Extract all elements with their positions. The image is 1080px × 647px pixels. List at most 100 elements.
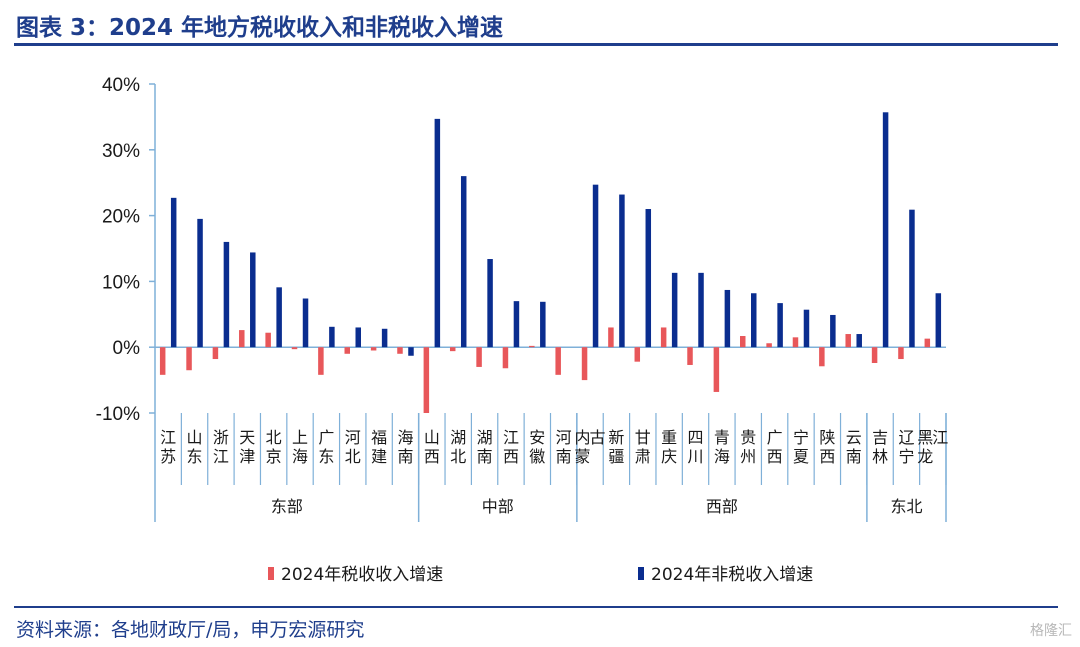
- tax-growth-bar: [845, 334, 851, 348]
- category-label: 河北: [345, 428, 361, 466]
- category-label-char: 河: [345, 428, 361, 447]
- tax-growth-bar: [660, 327, 667, 348]
- tax-growth-bar: [634, 347, 641, 362]
- tax-growth-bar: [318, 347, 324, 375]
- category-label: 广东: [318, 428, 334, 466]
- nontax-growth-bar: [170, 197, 177, 348]
- category-label: 甘肃: [635, 428, 651, 466]
- chart-title: 图表 3：2024 年地方税收收入和非税收入增速: [16, 15, 504, 41]
- nontax-growth-bar: [724, 289, 731, 348]
- nontax-growth-bar: [592, 184, 599, 348]
- tax-growth-bar: [423, 347, 430, 413]
- category-label-char: 四: [688, 428, 704, 447]
- category-label-char: 林: [872, 447, 888, 466]
- category-label-char: 建: [371, 447, 387, 466]
- category-label-char: 湖: [450, 428, 466, 447]
- category-label: 湖北: [450, 428, 466, 466]
- category-label-char: 古: [590, 428, 606, 447]
- category-label: 黑龙江: [917, 428, 948, 466]
- category-label: 四川: [688, 428, 704, 466]
- y-tick-label: 30%: [102, 141, 140, 162]
- category-label-char: 海: [714, 447, 730, 466]
- tax-growth-bar: [740, 336, 746, 348]
- category-label: 安徽: [529, 428, 545, 466]
- nontax-growth-bar: [408, 347, 414, 356]
- nontax-growth-bar: [751, 293, 757, 348]
- tax-growth-bar: [239, 330, 245, 348]
- category-label: 江西: [503, 428, 519, 466]
- category-label-char: 州: [740, 447, 756, 466]
- category-label-char: 北: [345, 447, 361, 466]
- category-label-char: 甘: [635, 428, 651, 447]
- category-label-char: 辽: [898, 428, 914, 447]
- category-label-char: 东: [318, 447, 334, 466]
- nontax-growth-bar: [223, 241, 230, 348]
- category-label-char: 西: [819, 447, 835, 466]
- region-label: 东北: [890, 497, 922, 516]
- source-note: 资料来源：各地财政厅/局，申万宏源研究: [16, 619, 365, 641]
- tax-growth-bar: [555, 347, 561, 375]
- category-label-char: 津: [239, 447, 255, 466]
- nontax-growth-bar: [355, 327, 361, 348]
- tax-growth-bar: [186, 347, 192, 371]
- category-label-char: 北: [450, 447, 466, 466]
- category-label: 浙江: [213, 428, 229, 466]
- category-label: 福建: [371, 428, 387, 466]
- category-label-char: 夏: [793, 447, 809, 466]
- category-label-char: 西: [767, 447, 783, 466]
- tax-growth-bar: [291, 347, 298, 350]
- category-label-char: 浙: [213, 428, 229, 447]
- tax-growth-bar: [344, 347, 350, 354]
- category-label-char: 徽: [529, 447, 545, 466]
- title-divider: [14, 43, 1058, 46]
- y-tick-label: 0%: [113, 338, 141, 359]
- category-label: 山西: [424, 428, 440, 466]
- category-label-char: 西: [503, 447, 519, 466]
- category-label-char: 川: [688, 447, 704, 466]
- category-label: 陕西: [819, 428, 835, 466]
- tax-growth-bar: [397, 347, 403, 354]
- tax-growth-bar: [766, 343, 772, 348]
- category-label: 吉林: [872, 428, 888, 466]
- category-label-char: 宁: [898, 447, 914, 466]
- nontax-growth-bar: [619, 194, 625, 348]
- tax-growth-bar: [871, 347, 878, 363]
- category-label: 青海: [714, 428, 730, 466]
- legend-swatch: [638, 567, 644, 580]
- nontax-growth-bar: [540, 301, 546, 348]
- tax-growth-bar: [819, 347, 825, 367]
- category-label: 河南: [556, 428, 572, 466]
- bar-chart: -10%0%10%20%30%40%东部 中部 西部 东北江苏山东浙江天津北京上海广东…: [96, 75, 949, 585]
- nontax-growth-bar: [909, 209, 915, 348]
- category-label-char: 青: [714, 428, 730, 447]
- category-label: 云南: [846, 428, 862, 466]
- category-label-char: 福: [371, 428, 387, 447]
- category-label-char: 京: [266, 447, 282, 466]
- nontax-growth-bar: [276, 287, 282, 348]
- category-label-char: 西: [424, 447, 440, 466]
- tax-growth-bar: [370, 347, 377, 351]
- category-label-char: 南: [846, 447, 862, 466]
- tax-growth-bar: [581, 347, 588, 381]
- tax-growth-bar: [159, 347, 166, 375]
- category-label: 辽宁: [898, 428, 914, 466]
- category-label-char: 江: [503, 428, 519, 447]
- category-label-char: 河: [556, 428, 572, 447]
- category-label-char: 陕: [819, 428, 835, 447]
- tax-growth-bar: [924, 338, 931, 348]
- category-label-char: 南: [397, 447, 413, 466]
- tax-growth-bar: [265, 332, 271, 348]
- category-label-char: 海: [292, 447, 308, 466]
- category-label-char: 龙: [917, 447, 933, 466]
- category-label: 新疆: [608, 428, 624, 466]
- region-label: 中部: [482, 497, 514, 516]
- nontax-growth-bar: [935, 293, 942, 348]
- legend-swatch: [268, 567, 274, 580]
- category-label-char: 江: [160, 428, 176, 447]
- tax-growth-bar: [713, 347, 720, 392]
- nontax-growth-bar: [803, 309, 810, 348]
- tax-growth-bar: [449, 347, 456, 352]
- category-label-char: 黑: [917, 428, 933, 447]
- tax-growth-bar: [212, 347, 219, 360]
- category-label: 上海: [292, 428, 308, 466]
